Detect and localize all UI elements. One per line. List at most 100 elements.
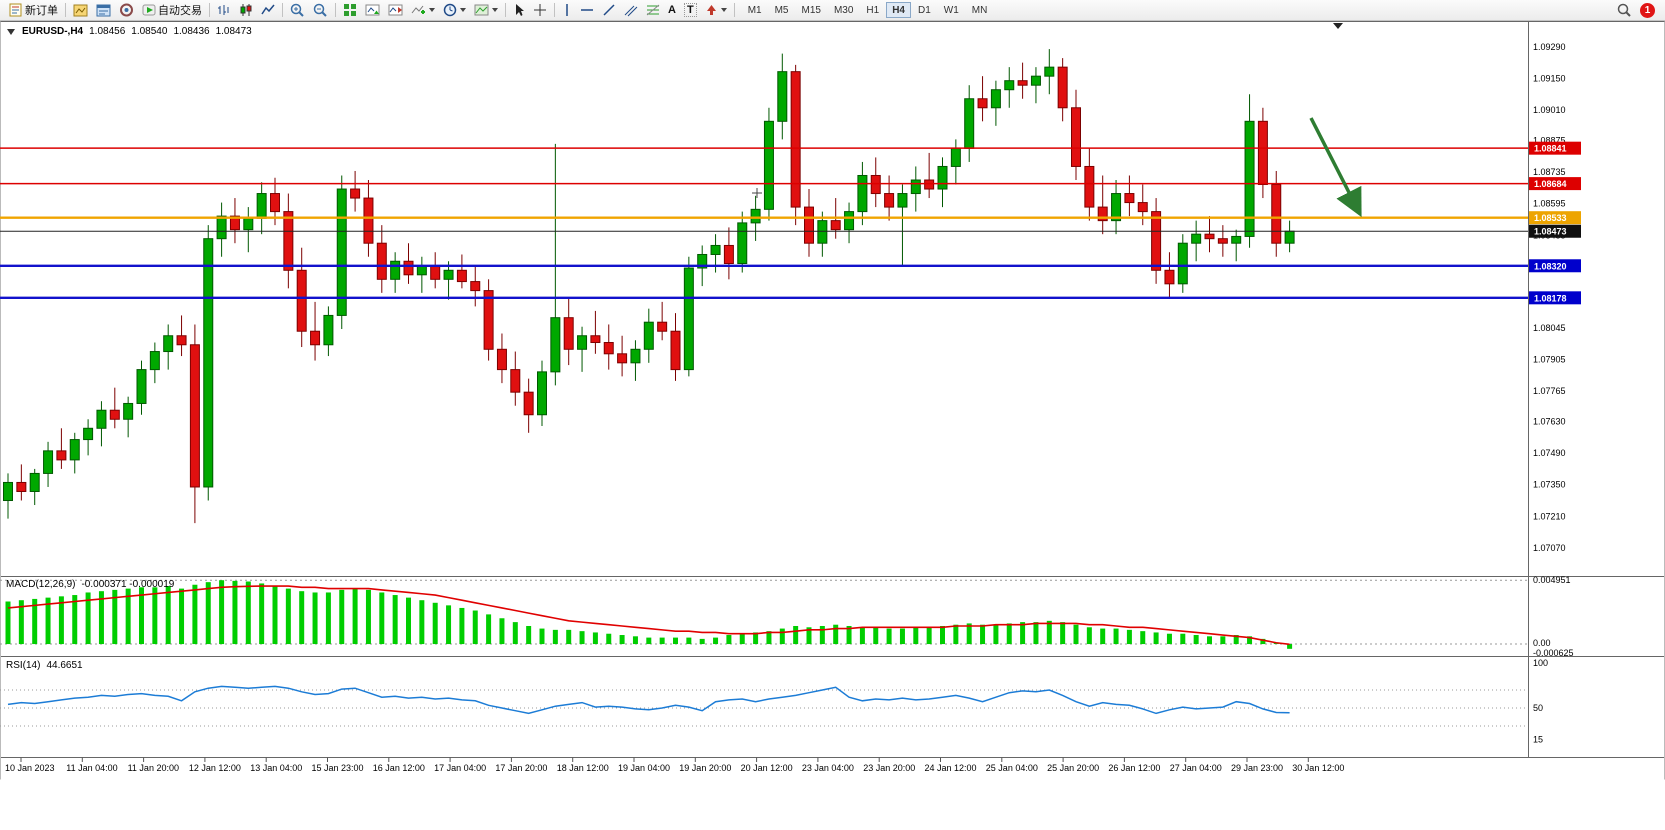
main-toolbar: 新订单 自动交易 [0,0,1665,21]
timeframe-h1-button[interactable]: H1 [866,5,880,16]
arrow-shapes-icon [706,5,716,15]
timeframe-w1-button[interactable]: W1 [943,5,959,16]
macd-histogram-bar [940,625,945,645]
line-chart-icon [261,4,275,15]
candlestick-chart-button[interactable] [235,1,257,19]
bull-candle [3,481,13,502]
timeframe-m1-button[interactable]: M1 [747,5,762,16]
fibonacci-icon [646,4,660,16]
templates-button[interactable] [470,1,502,19]
timeframe-mn-button[interactable]: MN [971,5,988,16]
vertical-line-button[interactable] [558,1,576,19]
macd-histogram-bar [1086,627,1092,645]
line-chart-button[interactable] [257,1,279,19]
bear-candle [830,220,841,231]
macd-histogram-bar [579,631,585,645]
market-watch-button[interactable] [92,1,115,19]
macd-histogram-bar [419,600,425,645]
zoom-out-icon [313,3,327,17]
price-axis-label: 1.07210 [1533,511,1566,521]
macd-histogram-bar [526,625,532,645]
macd-histogram-bar [713,637,719,645]
auto-scroll-button[interactable] [361,1,384,19]
navigator-button[interactable] [115,1,138,19]
bull-candle [550,317,561,373]
bull-candle [123,402,134,420]
channel-button[interactable] [620,1,642,19]
price-level-badge-text: 1.08684 [1534,179,1567,189]
bear-candle [363,197,374,244]
fibonacci-button[interactable] [642,1,664,19]
timeframe-m5-button[interactable]: M5 [774,5,789,16]
macd-histogram-bar [1207,636,1212,645]
horizontal-line-button[interactable] [576,1,598,19]
bear-candle [470,281,481,292]
timeframe-m30-button[interactable]: M30 [833,5,854,16]
time-axis-label: 20 Jan 12:00 [741,763,793,773]
macd-histogram-bar [205,582,211,645]
time-axis-label: 26 Jan 12:00 [1108,763,1160,773]
bear-candle [723,244,734,265]
timeframe-m15-button[interactable]: M15 [801,5,821,16]
trendline-button[interactable] [598,1,620,19]
macd-axis-label: 0.004951 [1533,575,1571,585]
zoom-out-button[interactable] [309,1,332,19]
charts-button[interactable] [69,1,92,19]
tile-windows-button[interactable] [339,1,361,19]
label-button[interactable]: T [680,1,701,19]
autotrade-label: 自动交易 [158,5,202,17]
macd-histogram-bar [966,623,972,645]
bull-candle [630,348,641,364]
macd-histogram-bar [619,635,625,645]
macd-histogram-bar [1180,633,1186,645]
bull-candle [697,253,708,269]
macd-histogram-bar [552,629,558,645]
ohlc-low: 1.08436 [173,26,210,37]
price-axis-label: 1.08875 [1533,136,1566,146]
ohlc-high: 1.08540 [131,26,168,37]
bull-candle [29,472,40,492]
macd-histogram-bar [499,618,505,645]
chart-shift-marker[interactable] [1333,23,1343,29]
timeframe-d1-button[interactable]: D1 [918,5,931,16]
price-axis-label: 1.09010 [1533,105,1566,115]
macd-panel-label: MACD(12,26,9) -0.000371 -0.000019 [6,579,174,590]
autotrade-button[interactable]: 自动交易 [138,1,206,19]
indicators-button[interactable] [407,1,439,19]
time-axis-label: 30 Jan 12:00 [1292,763,1344,773]
macd-histogram-bar [259,583,265,645]
trend-arrow-annotation[interactable] [1309,117,1362,218]
macd-histogram-bar [98,591,104,645]
one-click-trading-toggle-icon[interactable] [7,28,15,35]
crosshair-button[interactable] [529,1,551,19]
macd-histogram-bar [1046,620,1052,645]
notification-badge[interactable]: 1 [1640,2,1655,18]
zoom-in-button[interactable] [286,1,309,19]
text-button[interactable]: A [664,1,680,19]
time-axis-label: 17 Jan 20:00 [495,763,547,773]
periods-button[interactable] [439,1,470,19]
chart-shift-button[interactable] [384,1,407,19]
market-watch-icon [96,4,111,17]
bull-candle [336,188,347,316]
macd-histogram-bar [1020,622,1026,645]
macd-histogram-bar [406,597,411,645]
rsi-axis-label: 15 [1533,735,1543,745]
search-button[interactable] [1613,1,1636,19]
price-level-badge-text: 1.08841 [1534,144,1567,154]
price-level-badge-text: 1.08533 [1534,213,1567,223]
cursor-button[interactable] [509,1,529,19]
new-order-label: 新订单 [25,5,58,17]
macd-histogram-bar [32,598,38,645]
rsi-axis-label: 50 [1533,703,1543,713]
text-tool-glyph: A [668,4,676,16]
new-order-button[interactable]: 新订单 [4,1,62,19]
bull-candle [1191,233,1202,244]
arrows-button[interactable] [701,1,731,19]
candlestick-chart-icon [240,4,252,16]
timeframe-h4-button[interactable]: H4 [886,2,911,18]
toolbar-separator [335,3,336,17]
bar-chart-button[interactable] [213,1,235,19]
time-axis-label: 25 Jan 04:00 [986,763,1038,773]
